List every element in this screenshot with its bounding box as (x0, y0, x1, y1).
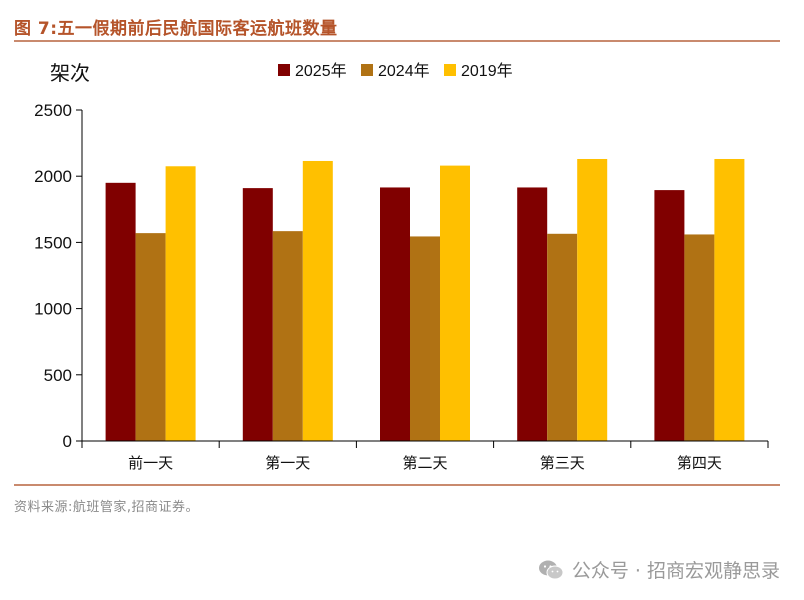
legend: 2025年 2024年 2019年 (278, 62, 513, 80)
wechat-icon (538, 560, 564, 579)
x-tick-label: 前一天 (128, 454, 173, 472)
x-axis: 前一天 第一天 第二天 第三天 第四天 (81, 440, 769, 472)
source-note: 资料来源:航班管家,招商证券。 (14, 500, 200, 515)
footer-divider (14, 484, 780, 486)
y-tick-label: 2500 (34, 101, 72, 120)
y-tick-label: 1000 (34, 300, 72, 319)
bar (165, 166, 196, 441)
figure-title: 图 7:五一假期前后民航国际客运航班数量 (14, 19, 338, 39)
bar-chart: 架次 2025年 2024年 2019年 05001000150020002500 … (34, 61, 769, 472)
bar (380, 187, 410, 441)
x-tick-label: 第三天 (540, 454, 585, 472)
x-tick-label: 第一天 (265, 454, 310, 472)
title-divider (14, 40, 780, 42)
bar (517, 187, 548, 441)
y-tick-label: 1500 (34, 233, 72, 252)
bar (684, 234, 715, 441)
bar (272, 231, 303, 441)
y-axis: 0 500 1000 1500 2000 2500 (34, 101, 83, 451)
bar (654, 190, 685, 441)
bar (577, 158, 608, 441)
legend-label: 2025年 (295, 62, 347, 80)
bar (410, 236, 440, 441)
bar (302, 160, 333, 441)
y-axis-label: 架次 (50, 61, 90, 85)
y-tick-label: 500 (44, 366, 72, 385)
bars (105, 158, 745, 441)
legend-label: 2019年 (461, 62, 513, 80)
bar (547, 233, 578, 441)
legend-swatch (444, 64, 456, 76)
legend-label: 2024年 (378, 62, 430, 80)
bar (135, 233, 166, 441)
bar (242, 188, 273, 441)
legend-swatch (278, 64, 290, 76)
x-tick-label: 第二天 (402, 454, 447, 472)
y-tick-label: 0 (63, 432, 72, 451)
bar (440, 165, 470, 441)
legend-swatch (361, 64, 373, 76)
y-tick-label: 2000 (34, 167, 72, 186)
watermark: 公众号 · 招商宏观静思录 (538, 556, 780, 583)
watermark-text: 公众号 · 招商宏观静思录 (571, 560, 780, 582)
bar (714, 158, 745, 441)
bar (105, 182, 136, 441)
x-tick-label: 第四天 (677, 454, 722, 472)
